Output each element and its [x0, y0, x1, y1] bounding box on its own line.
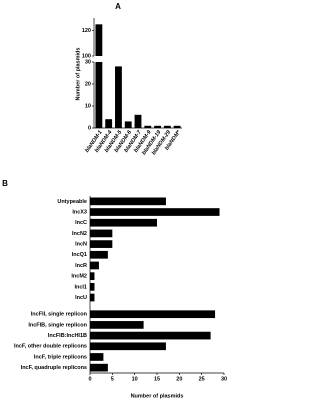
bar	[90, 229, 113, 238]
bar	[90, 353, 104, 361]
bar	[90, 363, 108, 372]
panel-label: A	[115, 2, 121, 11]
x-tick-label: 15	[154, 376, 160, 382]
x-tick-label: 25	[199, 376, 205, 382]
y-tick-label: IncF, triple replicons	[34, 354, 87, 360]
bar	[90, 331, 211, 340]
y-tick-label: IncF, quadruple replicons	[21, 365, 87, 371]
bar	[95, 62, 103, 128]
panel-label: B	[2, 179, 8, 188]
y-tick-label: IncFIB:IncHI1B	[48, 333, 87, 339]
bar	[173, 125, 181, 128]
bar	[90, 321, 144, 329]
x-tick-label: 5	[111, 376, 114, 382]
bar	[90, 197, 166, 206]
bar	[90, 293, 95, 302]
y-tick-label: IncF, other double replicons	[14, 344, 87, 350]
bar	[144, 125, 152, 128]
bar	[90, 282, 95, 291]
y-axis-label: Number of plasmids	[75, 48, 81, 101]
y-tick-label: IncQ1	[72, 252, 87, 258]
bar	[90, 261, 99, 270]
bar	[124, 121, 132, 128]
y-tick-label: IncU	[75, 295, 87, 301]
y-tick-label: IncFII, single replicon	[31, 312, 88, 318]
y-tick-label: 10	[85, 103, 91, 109]
bar	[134, 114, 142, 128]
bar	[115, 66, 122, 128]
y-tick-label: IncFIB, single replicon	[28, 322, 87, 328]
y-tick-label: IncC	[75, 220, 87, 226]
y-tick-label: 20	[85, 81, 91, 87]
y-tick-label: 0	[88, 125, 91, 131]
bar	[105, 119, 113, 128]
figure: A B Number of plasmids Number of plasmid…	[2, 2, 227, 399]
y-tick-label: 120	[82, 28, 91, 34]
x-tick-label: 30	[221, 376, 227, 382]
y-tick-label: IncR	[75, 263, 87, 269]
bar	[154, 125, 161, 128]
bar	[90, 342, 166, 351]
y-tick-label: 100	[82, 53, 91, 59]
x-tick-label: 10	[132, 376, 138, 382]
y-tick-label: Untypeable	[57, 199, 87, 205]
y-tick-label: IncX3	[72, 209, 87, 215]
bar	[90, 208, 220, 216]
bar	[90, 272, 95, 281]
y-tick-label: 30	[85, 59, 91, 65]
x-axis-label: Number of plasmids	[131, 393, 184, 399]
y-tick-label: IncN	[75, 242, 87, 248]
y-tick-label: IncI1	[74, 284, 87, 290]
x-tick-label: 20	[176, 376, 182, 382]
bar	[90, 240, 113, 248]
bar	[95, 24, 103, 56]
bar	[163, 125, 171, 128]
y-tick-label: IncN2	[72, 231, 87, 237]
bar	[90, 250, 108, 259]
bar	[90, 218, 157, 227]
y-tick-label: IncM2	[71, 274, 87, 280]
x-tick-label: 0	[88, 376, 91, 382]
bar	[90, 310, 216, 319]
